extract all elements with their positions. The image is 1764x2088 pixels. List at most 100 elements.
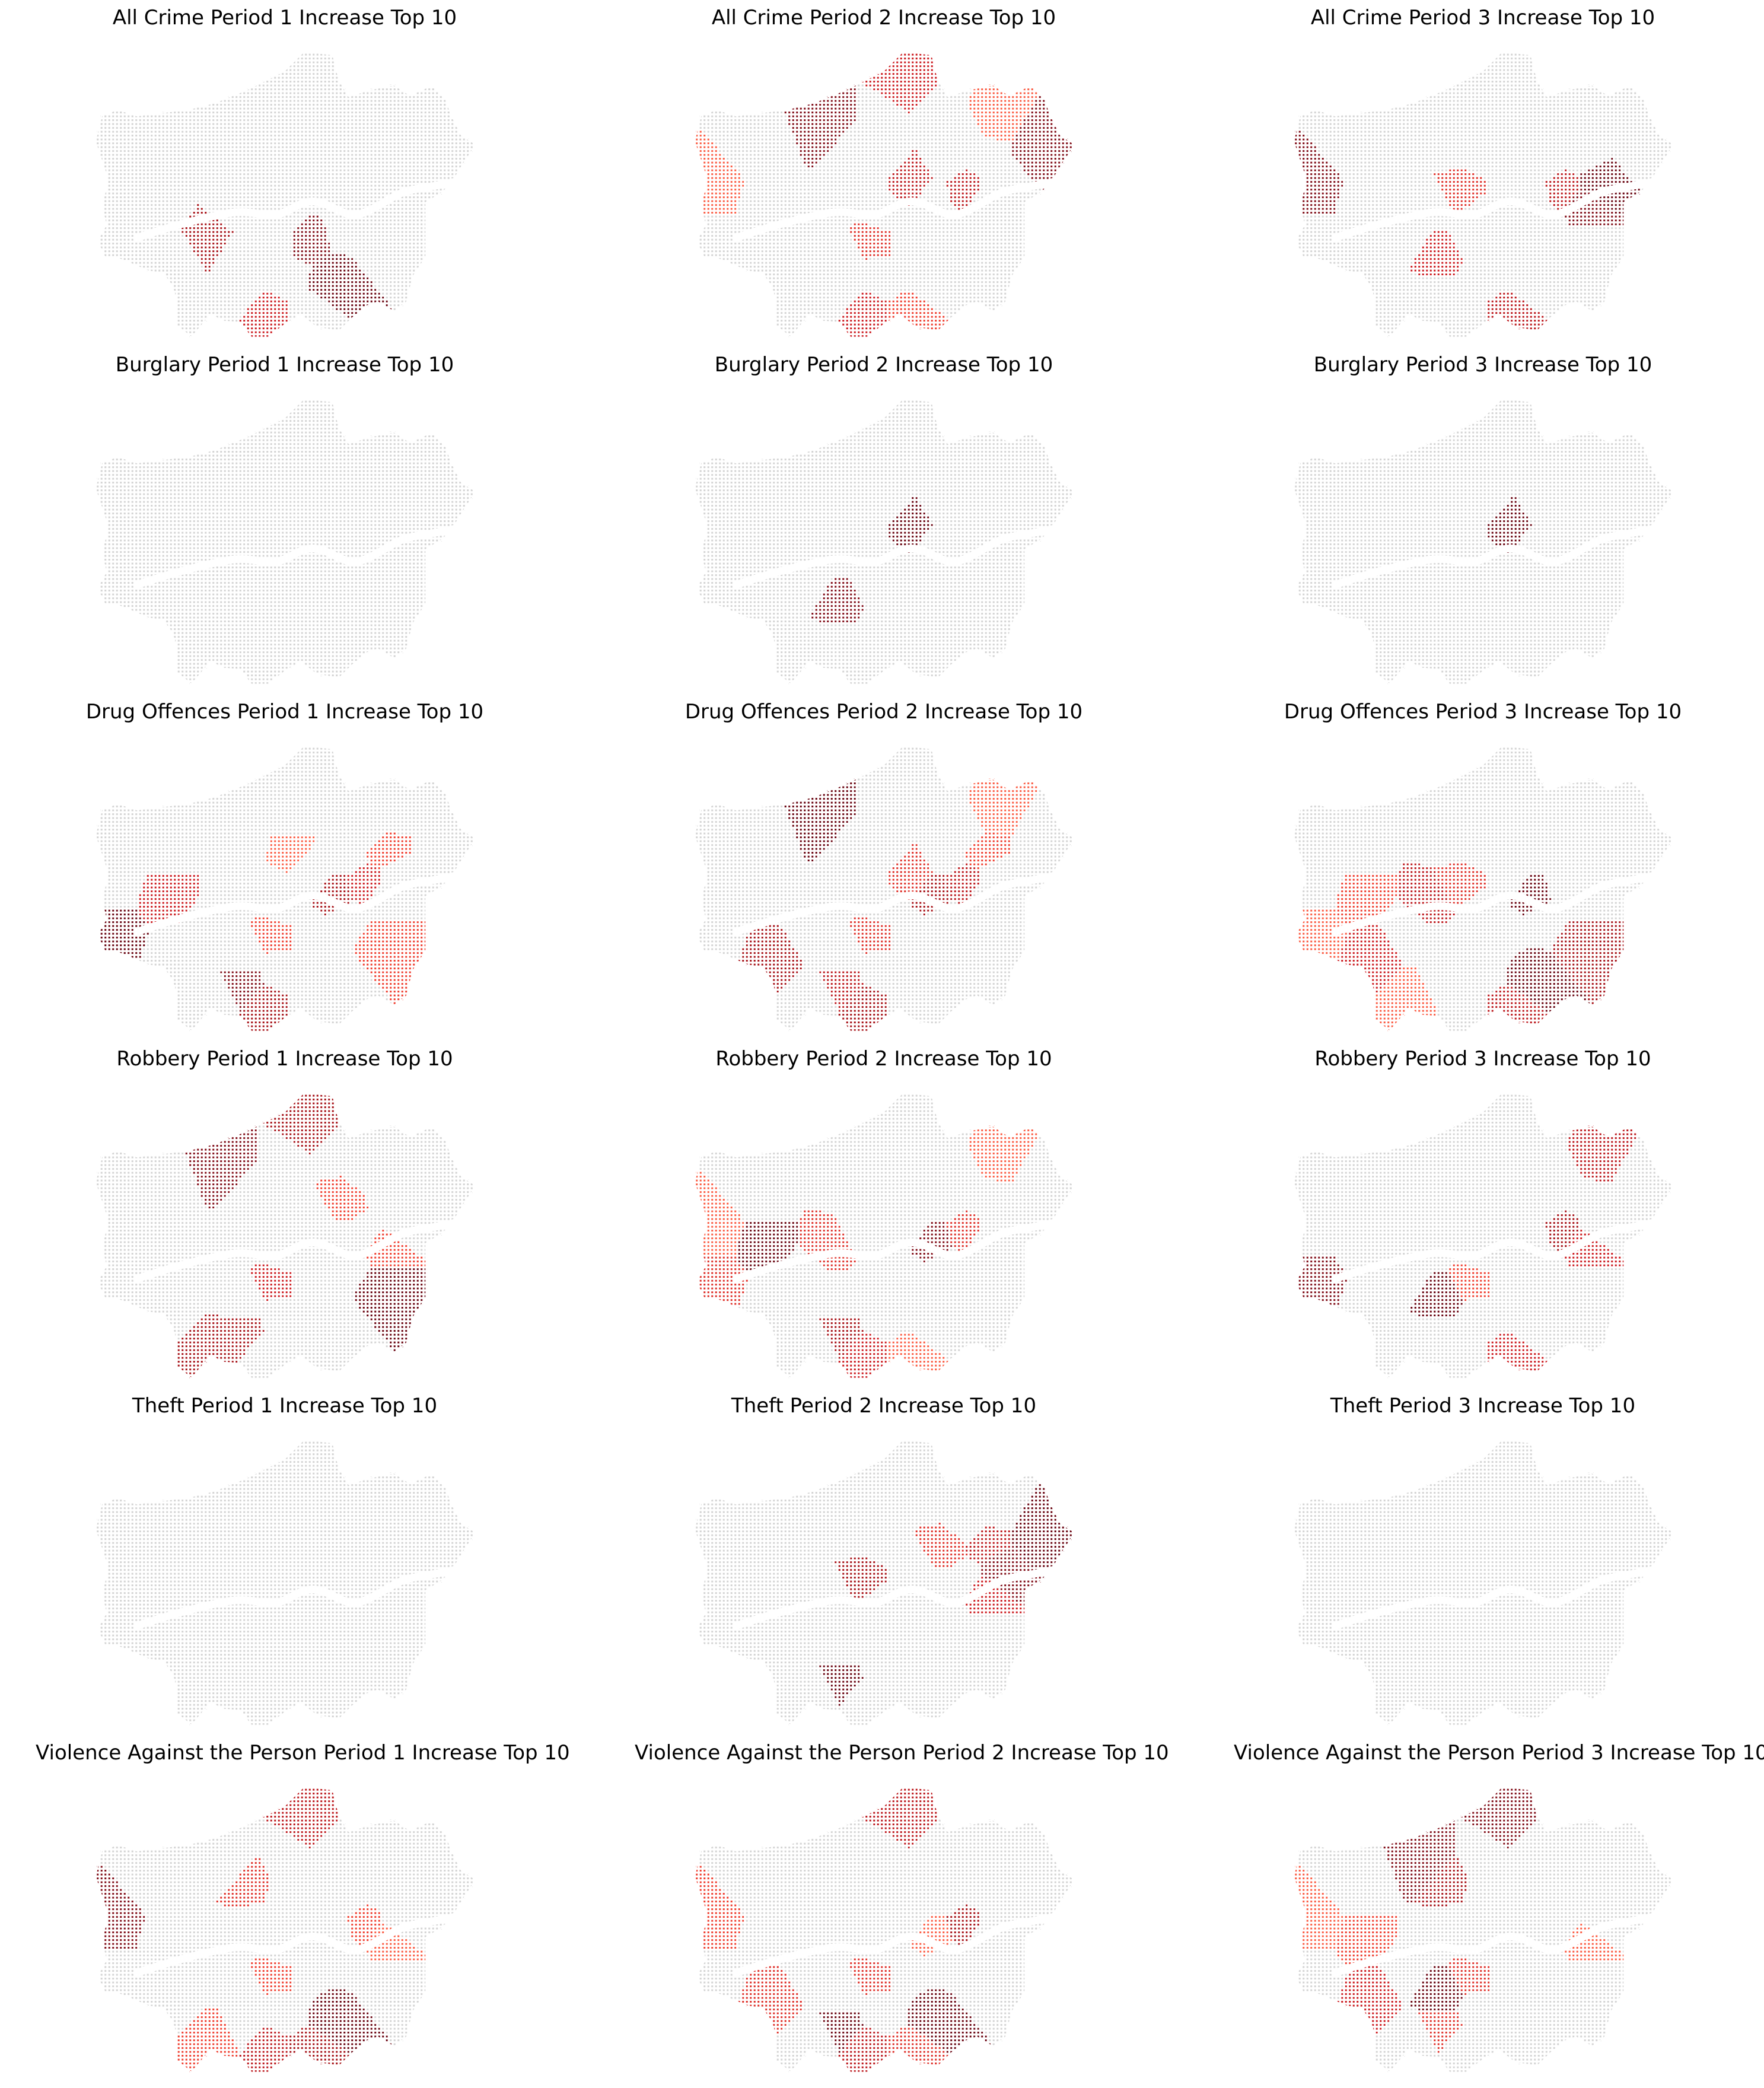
borough-region [698,109,808,182]
borough-region [353,225,429,313]
borough-region [260,1440,340,1504]
borough-region [264,1528,317,1570]
borough-region [952,572,1028,660]
borough-region [1551,225,1627,313]
borough-region [1520,1247,1569,1300]
borough-region [1297,1844,1407,1917]
borough-region [1489,561,1530,613]
borough-region [256,82,321,143]
river-thames [133,1214,479,1283]
river-thames [133,173,479,242]
borough-region [364,1524,413,1565]
map-panel: Drug Offences Period 1 Increase Top 10 [36,697,534,1047]
borough-region [249,568,294,609]
map-title: Burglary Period 1 Increase Top 10 [115,353,454,377]
borough-region [237,1332,290,1380]
borough-region [260,746,340,810]
borough-map [693,1785,1078,2074]
borough-region [1462,140,1515,182]
borough-region [264,1875,317,1917]
borough-region [98,456,209,529]
borough-region [322,206,371,259]
borough-region [260,1787,340,1851]
borough-region [1454,1123,1519,1184]
borough-region [1454,776,1519,837]
borough-region [1297,1497,1407,1570]
borough-region [1551,572,1627,660]
borough-region [1297,1150,1407,1223]
borough-region [944,167,982,212]
borough-region [855,1991,912,2036]
borough-region [1566,82,1638,143]
map-title: Theft Period 3 Increase Top 10 [1330,1394,1636,1418]
borough-region [698,1255,750,1307]
borough-region [1408,229,1465,278]
borough-map [94,1785,479,2074]
map-panel: Burglary Period 1 Increase Top 10 [36,350,534,700]
borough-region [809,576,866,625]
borough-region [1485,1332,1550,1373]
london-outline [693,744,1077,1033]
map-panel: All Crime Period 3 Increase Top 10 [1234,3,1732,353]
london-outline [693,1438,1077,1727]
borough-region [98,1497,209,1570]
borough-region [886,1679,951,1720]
borough-region [1551,1266,1627,1354]
borough-region [855,776,920,837]
borough-region [214,1856,270,1909]
borough-region [1454,1644,1511,1689]
borough-region [909,1123,974,1180]
borough-region [836,1332,889,1380]
borough-region [952,225,1028,313]
borough-region [967,429,1039,490]
borough-region [364,1177,413,1218]
borough-region [1562,1177,1612,1218]
borough-map [1292,1438,1677,1727]
borough-region [967,1818,1039,1878]
borough-region [322,553,371,606]
borough-region [1543,1555,1581,1600]
borough-map [1292,397,1677,686]
borough-region [210,923,267,972]
borough-region [361,186,429,228]
river-thames [1331,1908,1677,1977]
borough-region [855,1297,912,1342]
borough-region [813,1162,870,1215]
borough-region [836,291,889,339]
map-title: Violence Against the Person Period 2 Inc… [635,1741,1169,1765]
map-panel: Robbery Period 3 Increase Top 10 [1234,1044,1732,1394]
borough-region [1543,1902,1581,1947]
borough-region [1485,1679,1550,1720]
borough-region [98,803,209,876]
borough-region [314,1173,371,1223]
borough-region [98,1949,151,2001]
borough-region [364,136,413,177]
borough-region [94,1170,147,1257]
borough-region [863,1181,916,1223]
borough-region [1454,950,1511,995]
borough-region [863,140,916,182]
borough-region [1010,1829,1074,1928]
borough-region [353,1266,429,1354]
borough-region [214,468,270,521]
borough-region [256,1991,313,2036]
borough-region [1454,603,1511,648]
borough-region [256,1123,321,1184]
borough-region [1566,429,1638,490]
borough-region [698,1150,808,1223]
borough-region [364,830,413,871]
borough-region [809,1270,866,1319]
borough-region [1551,1613,1627,1701]
borough-region [1520,1941,1569,1994]
borough-region [963,830,1012,871]
borough-region [960,186,1028,228]
map-panel: Violence Against the Person Period 1 Inc… [36,1738,570,2088]
borough-region [1412,121,1469,174]
borough-region [287,638,352,679]
borough-region [1454,82,1519,143]
borough-region [813,468,870,521]
borough-region [237,2026,290,2074]
borough-region [1454,429,1519,490]
borough-region [963,483,1012,524]
borough-region [736,576,804,648]
